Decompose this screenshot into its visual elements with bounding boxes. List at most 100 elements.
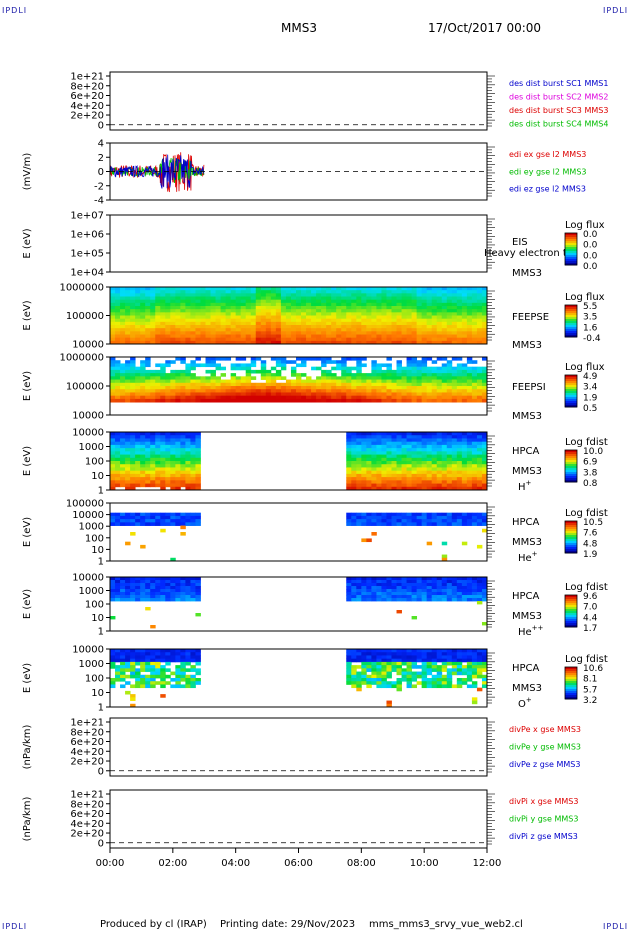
panel-5-cell: [160, 366, 166, 371]
panel-5-cell: [391, 373, 397, 377]
panel-6-cell: [401, 467, 407, 472]
panel-8-cell: [140, 589, 146, 593]
panel-4-cell: [441, 302, 448, 307]
panel-5-cell: [331, 392, 337, 397]
panel-7-cell: [170, 519, 176, 523]
panel-7-cell: [366, 519, 372, 523]
panel-5-cell: [180, 379, 186, 384]
colorbar-title: Log flux: [565, 362, 605, 373]
panel-4-cell: [150, 318, 156, 323]
panel-4-cell: [476, 334, 483, 339]
panel-4-cell: [351, 337, 357, 342]
colorbar-swatch: [565, 611, 577, 614]
panel-5-cell: [326, 369, 332, 374]
panel-5-cell: [120, 376, 126, 380]
panel-6-cell: [115, 435, 121, 439]
panel-5-cell: [255, 392, 262, 397]
panel-9-cell: [386, 671, 392, 676]
panel-5-cell: [351, 389, 357, 393]
panel-4-cell: [110, 315, 116, 320]
panel-4-cell: [351, 290, 357, 294]
panel-7-cell: [120, 512, 126, 517]
panel-9-cell: [125, 661, 131, 666]
panel-6-cell: [396, 477, 402, 481]
panel-5-cell: [301, 395, 307, 400]
panel-4-cell: [210, 318, 216, 323]
panel-4-cell: [120, 325, 126, 329]
panel-4-cell: [210, 309, 216, 313]
panel-5-cell: [316, 357, 322, 361]
panel-8-cell: [175, 586, 181, 590]
panel-9-cell: [351, 649, 357, 653]
panel-5-cell: [130, 373, 136, 377]
panel-4-cell: [326, 337, 332, 342]
panel-4-cell: [481, 312, 488, 316]
panel-4-cell: [150, 337, 156, 342]
panel-6-cell: [466, 441, 473, 446]
panel-4-cell: [336, 337, 342, 342]
panel-8-cell: [391, 580, 397, 584]
panel-5-cell: [366, 379, 372, 384]
panel-6-cell: [361, 441, 367, 446]
panel-4-cell: [280, 337, 287, 342]
panel-6-cell: [145, 470, 151, 475]
panel-4-cell: [275, 293, 282, 297]
panel-4-cell: [215, 312, 221, 316]
panel-4-cell: [195, 315, 201, 320]
species-label: He++: [518, 624, 544, 638]
panel-8-cell: [140, 586, 146, 590]
panel-9-cell: [185, 668, 191, 672]
panel-6-cell: [351, 473, 357, 478]
panel-5-cell: [396, 360, 402, 364]
panel-4-cell: [346, 296, 352, 301]
panel-8-cell: [461, 580, 468, 584]
panel-6-cell: [170, 432, 176, 436]
panel-5-cell: [165, 363, 171, 368]
panel-4-cell: [190, 309, 196, 313]
y-tick-label: 1e+21: [70, 790, 104, 801]
panel-4-cell: [165, 296, 171, 301]
panel-4-cell: [476, 328, 483, 332]
panel-8-cell: [451, 592, 458, 596]
panel-4-cell: [446, 293, 453, 297]
panel-4-cell: [426, 296, 433, 301]
panel-9-cell: [476, 674, 483, 679]
panel-7-cell: [125, 519, 131, 523]
panel-4-cell: [280, 299, 287, 304]
panel-4-cell: [115, 331, 121, 335]
panel-6-cell: [416, 486, 423, 491]
panel-4-cell: [436, 315, 443, 320]
panel-4-cell: [426, 337, 433, 342]
panel-6-cell: [346, 451, 352, 455]
panel-8-cell: [155, 580, 161, 584]
panel-4-cell: [140, 321, 146, 326]
panel-6-cell: [391, 438, 397, 443]
panel-6-cell: [371, 470, 377, 475]
panel-4-cell: [215, 296, 221, 301]
panel-6-cell: [130, 448, 136, 452]
panel-4-cell: [431, 315, 438, 320]
colorbar-swatch: [565, 480, 577, 483]
panel-4-cell: [225, 334, 232, 339]
panel-4-cell: [326, 302, 332, 307]
panel-5-cell: [426, 389, 433, 393]
panel-4-cell: [446, 312, 453, 316]
panel-5-cell: [476, 366, 483, 371]
panel-8-cell: [135, 589, 141, 593]
panel-6-cell: [351, 435, 357, 439]
panel-7-cell: [376, 515, 382, 520]
panel-4-cell: [336, 309, 342, 313]
panel-4-cell: [331, 315, 337, 320]
panel-8-cell: [135, 586, 141, 590]
panel-9-cell: [145, 652, 151, 656]
panel-5-cell: [110, 366, 116, 371]
panel-4-cell: [396, 293, 402, 297]
panel-6-cell: [451, 438, 458, 443]
panel-4-cell: [376, 331, 382, 335]
species-charge: +: [526, 696, 532, 704]
panel-6-cell: [371, 432, 377, 436]
panel-6-cell: [446, 483, 453, 488]
panel-4-cell: [306, 331, 312, 335]
panel-4-cell: [115, 337, 121, 342]
panel-6-cell: [195, 464, 201, 468]
